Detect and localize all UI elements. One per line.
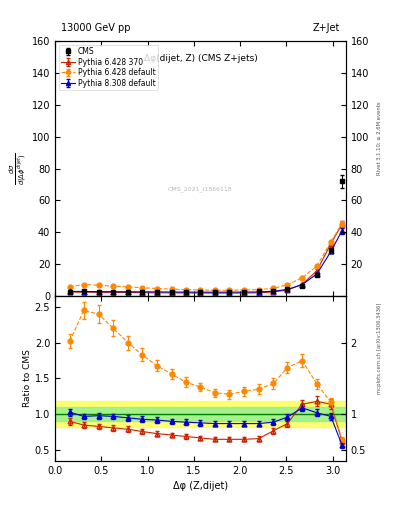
Legend: CMS, Pythia 6.428 370, Pythia 6.428 default, Pythia 8.308 default: CMS, Pythia 6.428 370, Pythia 6.428 defa… bbox=[59, 45, 158, 90]
Y-axis label: Ratio to CMS: Ratio to CMS bbox=[23, 350, 32, 408]
Text: CMS_2021_I1866118: CMS_2021_I1866118 bbox=[168, 186, 233, 192]
Text: 13000 GeV pp: 13000 GeV pp bbox=[61, 24, 130, 33]
Text: mcplots.cern.ch [arXiv:1306.3436]: mcplots.cern.ch [arXiv:1306.3436] bbox=[377, 303, 382, 394]
Text: Rivet 3.1.10; ≥ 2.6M events: Rivet 3.1.10; ≥ 2.6M events bbox=[377, 101, 382, 175]
Text: Δφ(dijet, Z) (CMS Z+jets): Δφ(dijet, Z) (CMS Z+jets) bbox=[143, 54, 257, 62]
X-axis label: Δφ (Z,dijet): Δφ (Z,dijet) bbox=[173, 481, 228, 491]
Y-axis label: $\frac{d\sigma}{d(\Delta\phi^{dijet})}$: $\frac{d\sigma}{d(\Delta\phi^{dijet})}$ bbox=[8, 153, 29, 185]
Bar bbox=[55, 401, 346, 427]
Text: Z+Jet: Z+Jet bbox=[313, 24, 340, 33]
Bar bbox=[55, 407, 346, 421]
